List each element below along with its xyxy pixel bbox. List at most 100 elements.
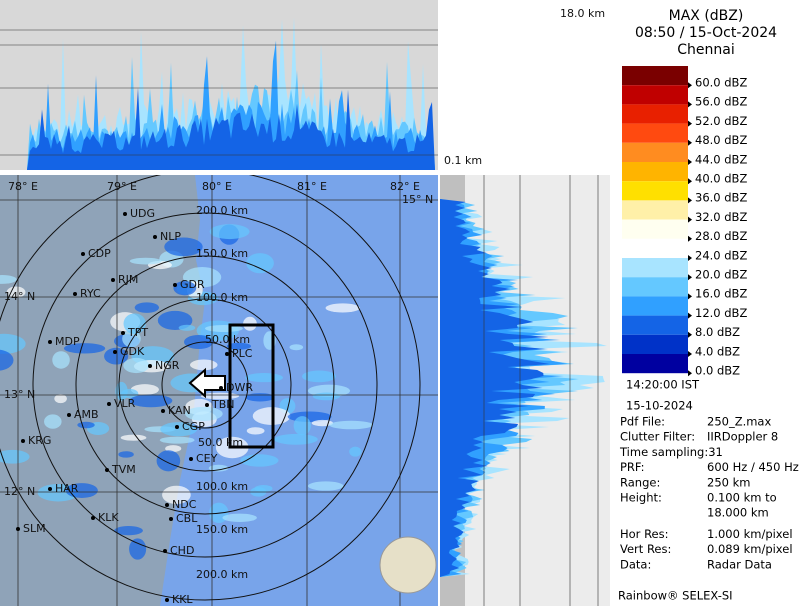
legend-swatch: [622, 66, 688, 86]
legend-tick: [688, 101, 692, 108]
legend-swatch: [622, 315, 688, 335]
echo-cell: [164, 237, 203, 257]
city-dot: [165, 503, 169, 507]
info-key: Height:: [620, 491, 662, 505]
echo-cell: [118, 451, 134, 458]
city-label: RYC: [80, 287, 101, 300]
city-label: KLK: [98, 511, 119, 524]
legend-swatch: [622, 296, 688, 316]
city-label: NDC: [172, 498, 197, 511]
city-dot: [16, 527, 20, 531]
ring-label: 200.0 km: [196, 568, 248, 581]
echo-cell: [129, 538, 147, 560]
info-key: Pdf File:: [620, 415, 665, 429]
top-height-label: 18.0 km: [560, 7, 605, 20]
city-dot: [21, 439, 25, 443]
ring-label: 50.0 km: [198, 436, 243, 449]
city-label: PLC: [232, 347, 253, 360]
city-dot: [81, 252, 85, 256]
side-profile: [440, 175, 607, 606]
echo-cell: [122, 330, 141, 348]
city-dot: [48, 487, 52, 491]
city-label: NLP: [160, 230, 181, 243]
legend-tick: [688, 274, 692, 281]
range-ring: [0, 175, 421, 601]
city-label: SLM: [23, 522, 46, 535]
city-label: MDP: [55, 335, 80, 348]
echo-cell: [65, 483, 98, 498]
legend-label: 32.0 dBZ: [695, 210, 747, 224]
legend-label: 0.0 dBZ: [695, 364, 740, 378]
city-dot: [105, 468, 109, 472]
echo-cell: [120, 434, 147, 441]
lat-label: 15° N: [402, 193, 433, 206]
lat-label: 12° N: [4, 485, 35, 498]
legend-tick: [688, 120, 692, 127]
legend-swatch: [622, 277, 688, 297]
legend-tick: [688, 351, 692, 357]
echo-cell: [162, 485, 191, 505]
profile-layer: [0, 40, 438, 171]
echo-cell: [159, 436, 195, 444]
legend-label: 4.0 dBZ: [695, 344, 740, 358]
profile-layer: [440, 175, 550, 606]
info-key: PRF:: [620, 460, 645, 474]
city-dot: [113, 350, 117, 354]
city-dot: [111, 278, 115, 282]
city-dot: [169, 517, 173, 521]
info-value: 250_Z.max: [707, 415, 771, 429]
echo-cell: [302, 370, 337, 383]
footer: Rainbow® SELEX-SI: [618, 589, 733, 603]
city-dot: [219, 386, 223, 390]
city-dot: [121, 331, 125, 335]
ring-label: 50.0 km: [205, 333, 250, 346]
echo-cell: [114, 525, 143, 536]
echo-cell: [246, 427, 265, 435]
info-value: Radar Data: [707, 557, 772, 571]
legend-swatch: [622, 258, 688, 278]
city-dot: [205, 403, 209, 407]
lon-label: 79° E: [107, 180, 137, 193]
range-ring: [75, 255, 335, 515]
echo-cell: [240, 454, 279, 467]
city-dot: [107, 402, 111, 406]
echo-cell: [312, 392, 341, 401]
top-profile: [0, 17, 438, 171]
date: 15-10-2024: [626, 399, 693, 413]
city-dot: [67, 413, 71, 417]
echo-cell: [325, 303, 360, 313]
range-ring: [32, 212, 378, 558]
city-dot: [175, 425, 179, 429]
city-label: HAR: [55, 482, 79, 495]
legend-label: 12.0 dBZ: [695, 306, 747, 320]
legend-tick: [688, 255, 692, 261]
echo-cell: [77, 421, 95, 429]
legend-label: 40.0 dBZ: [695, 172, 747, 186]
city-label: TBN: [211, 398, 235, 411]
city-label: TVM: [111, 463, 136, 476]
emblem: [379, 536, 437, 594]
legend-swatch: [622, 142, 688, 162]
lon-label: 81° E: [297, 180, 327, 193]
ring-label: 100.0 km: [196, 480, 248, 493]
city-label: UDG: [130, 207, 155, 220]
echo-cell: [254, 484, 273, 492]
echo-cell: [121, 388, 139, 399]
legend-swatch: [622, 123, 688, 143]
echo-cell: [6, 286, 26, 298]
legend-label: 56.0 dBZ: [695, 95, 747, 109]
echo-cell: [226, 342, 252, 350]
city-label: CEY: [196, 452, 218, 465]
info-key: Range:: [620, 475, 660, 489]
legend-tick: [688, 139, 692, 146]
legend-swatch: [622, 104, 688, 124]
city-dot: [163, 549, 167, 553]
echo-cell: [349, 446, 362, 457]
echo-cell: [178, 324, 196, 331]
range-rings: [0, 175, 421, 601]
city-label: KRG: [28, 434, 51, 447]
info-value: IIRDoppler 8: [707, 430, 778, 444]
info-key: Time sampling:31: [619, 445, 723, 459]
city-label: TPT: [127, 326, 148, 339]
echo-cell: [129, 394, 173, 408]
